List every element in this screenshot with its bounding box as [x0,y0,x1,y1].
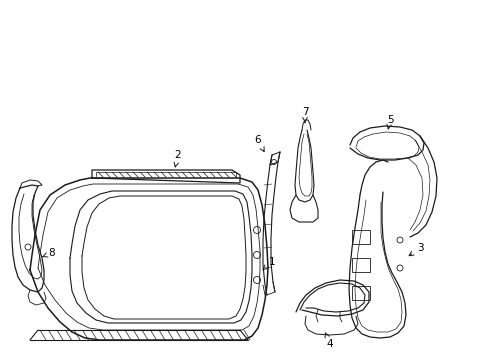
Bar [351,230,369,244]
Text: 6: 6 [254,135,264,152]
Text: 5: 5 [386,115,392,129]
Bar [351,258,369,272]
Text: 4: 4 [325,333,333,349]
Text: 1: 1 [263,257,275,270]
Text: 2: 2 [174,150,181,167]
Text: 3: 3 [408,243,423,256]
Bar [351,286,369,300]
Text: 8: 8 [43,248,55,258]
Text: 7: 7 [301,107,307,123]
